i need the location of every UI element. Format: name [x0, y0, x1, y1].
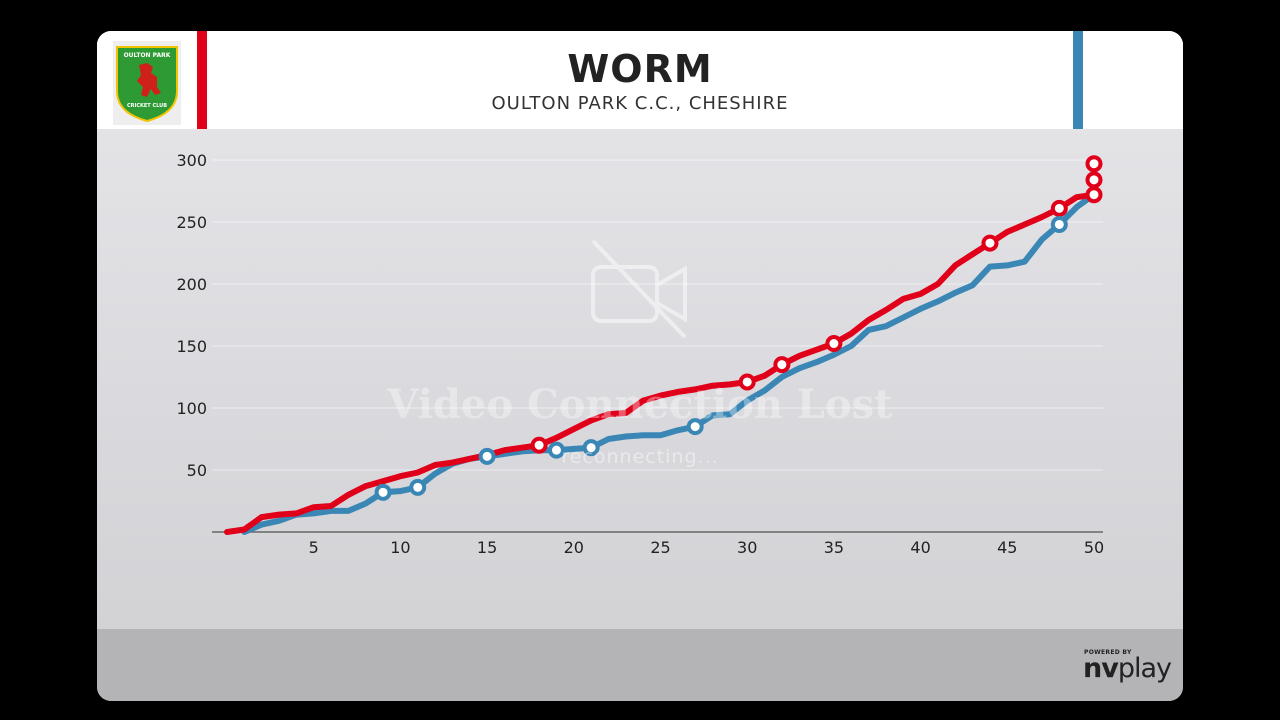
x-tick-label: 25: [650, 538, 670, 557]
worm-chart: 50 100 150 200 250 300 5 10 15 20 25 30 35 40 45 50: [176, 151, 1105, 557]
blue-wicket-marker: [478, 447, 496, 465]
team-red-bar: [197, 31, 207, 129]
y-tick-label: 100: [176, 399, 207, 418]
x-tick-label: 35: [824, 538, 844, 557]
nvplay-logo: nvplay: [1083, 653, 1172, 684]
x-tick-label: 15: [477, 538, 497, 557]
worm-card: OULTON PARK CRICKET CLUB WORM OULTON PAR…: [97, 31, 1183, 701]
reconnecting-status: reconnecting...: [561, 446, 719, 468]
x-tick-label: 10: [390, 538, 410, 557]
x-tick-label: 5: [309, 538, 319, 557]
powered-by-label: POWERED BY: [1084, 649, 1132, 656]
video-off-icon: [591, 239, 687, 339]
blue-wicket-marker: [374, 483, 392, 501]
blue-wicket-marker: [1050, 215, 1068, 233]
footer: [97, 629, 1183, 701]
red-wicket-marker: [1085, 186, 1103, 204]
club-shield-icon: OULTON PARK CRICKET CLUB: [116, 46, 178, 123]
x-tick-label: 50: [1084, 538, 1104, 557]
team-blue-bar: [1073, 31, 1083, 129]
x-tick-label: 30: [737, 538, 757, 557]
red-wicket-marker: [1085, 171, 1103, 189]
red-wicket-marker: [981, 234, 999, 252]
header: OULTON PARK CRICKET CLUB WORM OULTON PAR…: [97, 31, 1183, 129]
blue-wicket-marker: [547, 441, 565, 459]
blue-wicket-marker: [582, 439, 600, 457]
video-lost-message: Video Connection Lost: [387, 381, 893, 428]
logo-bottom-text: CRICKET CLUB: [127, 103, 167, 109]
x-tick-label: 20: [564, 538, 584, 557]
red-wicket-marker: [1085, 155, 1103, 173]
blue-wicket-marker: [409, 478, 427, 496]
red-wicket-marker: [738, 373, 756, 391]
x-axis: 5 10 15 20 25 30 35 40 45 50: [309, 538, 1105, 557]
club-logo: OULTON PARK CRICKET CLUB: [113, 41, 181, 125]
grid: [212, 159, 1103, 533]
red-wicket-marker: [825, 335, 843, 353]
logo-top-text: OULTON PARK: [124, 52, 171, 59]
brand-nv: nv: [1083, 653, 1119, 684]
brand-play: play: [1117, 653, 1172, 684]
red-wicket-marker: [1050, 199, 1068, 217]
y-tick-label: 300: [176, 151, 207, 170]
x-tick-label: 45: [997, 538, 1017, 557]
y-tick-label: 250: [176, 213, 207, 232]
y-axis: 50 100 150 200 250 300: [176, 151, 207, 480]
y-tick-label: 200: [176, 275, 207, 294]
x-tick-label: 40: [910, 538, 930, 557]
chart-subtitle: OULTON PARK C.C., CHESHIRE: [491, 93, 789, 114]
y-tick-label: 150: [176, 337, 207, 356]
red-wicket-marker: [530, 436, 548, 454]
wicket-markers: [374, 155, 1103, 501]
chart-title: WORM: [567, 47, 713, 91]
y-tick-label: 50: [187, 461, 207, 480]
red-series-line: [224, 191, 1097, 535]
blue-wicket-marker: [686, 418, 704, 436]
red-wicket-marker: [773, 356, 791, 374]
